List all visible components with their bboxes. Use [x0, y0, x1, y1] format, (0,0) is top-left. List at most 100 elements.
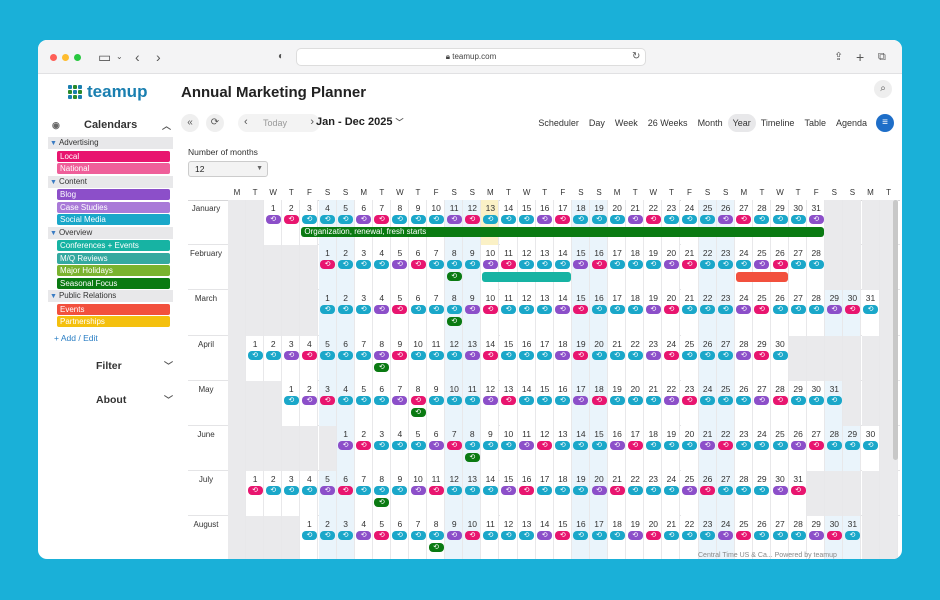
day-number[interactable]: 10 — [413, 474, 423, 485]
day-number[interactable]: 7 — [433, 293, 439, 304]
event-chip[interactable]: ⟲ — [682, 395, 697, 405]
event-chip[interactable]: ⟲ — [645, 441, 661, 450]
event-chip[interactable]: ⟲ — [736, 531, 752, 541]
day-number[interactable]: 8 — [451, 248, 457, 259]
event-chip[interactable]: ⟲ — [301, 215, 317, 224]
day-number[interactable]: 22 — [666, 383, 677, 394]
event-chip[interactable]: ⟲ — [301, 350, 317, 360]
day-number[interactable]: 5 — [397, 293, 403, 304]
day-number[interactable]: 24 — [702, 383, 713, 394]
day-number[interactable]: 4 — [343, 383, 348, 394]
event-chip[interactable]: ⟲ — [501, 215, 516, 224]
day-number[interactable]: 20 — [630, 383, 640, 394]
event-chip[interactable]: ⟲ — [356, 441, 372, 450]
calendar-group[interactable]: ▼ Public Relations — [48, 290, 173, 302]
view-table-button[interactable]: Table — [804, 118, 826, 128]
day-number[interactable]: 18 — [576, 203, 586, 213]
day-number[interactable]: 24 — [739, 293, 749, 304]
day-number[interactable]: 21 — [666, 519, 677, 530]
event-chip[interactable]: ⟲ — [627, 395, 643, 405]
event-chip[interactable]: ⟲ — [410, 407, 426, 417]
event-chip[interactable]: ⟲ — [519, 260, 535, 270]
event-chip[interactable]: ⟲ — [301, 486, 317, 496]
day-number[interactable]: 12 — [449, 338, 459, 349]
event-chip[interactable]: ⟲ — [573, 486, 589, 496]
event-chip[interactable]: ⟲ — [537, 215, 553, 224]
event-chip[interactable]: ⟲ — [265, 350, 281, 360]
calendar-item[interactable]: Local — [57, 150, 170, 162]
day-number[interactable]: 22 — [630, 338, 640, 349]
day-number[interactable]: 18 — [630, 293, 640, 304]
event-chip[interactable]: ⟲ — [537, 441, 553, 450]
event-chip[interactable]: ⟲ — [283, 486, 299, 496]
event-chip[interactable]: ⟲ — [609, 260, 625, 270]
day-number[interactable]: 1 — [307, 519, 312, 530]
day-number[interactable]: 7 — [433, 248, 439, 259]
day-number[interactable]: 19 — [648, 248, 659, 259]
day-number[interactable]: 27 — [720, 338, 731, 349]
day-number[interactable]: 27 — [793, 293, 803, 304]
event-chip[interactable]: ⟲ — [682, 305, 697, 315]
day-number[interactable]: 6 — [433, 429, 439, 439]
day-number[interactable]: 28 — [793, 519, 803, 530]
day-number[interactable]: 9 — [397, 338, 403, 349]
event-chip[interactable]: ⟲ — [464, 305, 480, 315]
event-chip[interactable]: ⟲ — [609, 486, 625, 496]
event-chip[interactable]: ⟲ — [718, 215, 734, 224]
day-number[interactable]: 29 — [811, 519, 821, 530]
day-number[interactable]: 1 — [270, 203, 276, 213]
event-chip[interactable]: ⟲ — [338, 486, 354, 496]
event-chip[interactable]: ⟲ — [428, 441, 444, 450]
months-count-select[interactable]: 12 ▼ — [188, 161, 268, 177]
day-number[interactable]: 27 — [739, 203, 749, 213]
search-button[interactable]: ⌕ — [874, 80, 892, 98]
day-number[interactable]: 19 — [630, 519, 640, 530]
event-chip[interactable]: ⟲ — [501, 305, 516, 315]
day-number[interactable]: 16 — [594, 293, 604, 304]
event-chip[interactable]: ⟲ — [464, 260, 480, 270]
event-chip[interactable]: ⟲ — [645, 531, 661, 541]
event-chip[interactable]: ⟲ — [754, 441, 770, 450]
day-number[interactable]: 26 — [793, 429, 803, 439]
event-chip[interactable]: ⟲ — [428, 531, 444, 541]
day-number[interactable]: 20 — [594, 338, 604, 349]
event-chip[interactable]: ⟲ — [754, 350, 770, 360]
day-number[interactable]: 24 — [666, 338, 677, 349]
day-number[interactable]: 14 — [558, 248, 568, 259]
day-number[interactable]: 4 — [307, 474, 312, 485]
event-chip[interactable]: ⟲ — [428, 350, 444, 360]
day-number[interactable]: 15 — [576, 248, 586, 259]
event-chip[interactable]: ⟲ — [573, 350, 589, 360]
event-chip[interactable]: ⟲ — [356, 486, 372, 496]
day-number[interactable]: 17 — [612, 248, 622, 259]
next-period-button[interactable]: › — [310, 116, 314, 128]
day-number[interactable]: 2 — [270, 474, 276, 485]
day-number[interactable]: 15 — [539, 383, 550, 394]
day-number[interactable]: 18 — [558, 338, 568, 349]
calendar-item[interactable]: Events — [57, 303, 170, 315]
day-number[interactable]: 10 — [413, 338, 423, 349]
event-chip[interactable]: ⟲ — [320, 305, 335, 315]
day-number[interactable]: 2 — [288, 203, 294, 213]
day-number[interactable]: 21 — [684, 293, 695, 304]
event-chip[interactable]: ⟲ — [482, 305, 498, 315]
event-chip[interactable]: ⟲ — [283, 395, 299, 405]
event-chip[interactable]: ⟲ — [663, 350, 679, 360]
day-number[interactable]: 8 — [379, 474, 385, 485]
day-number[interactable]: 18 — [594, 383, 604, 394]
event-chip[interactable]: ⟲ — [428, 305, 444, 315]
day-number[interactable]: 25 — [720, 383, 731, 394]
event-chip[interactable]: ⟲ — [736, 305, 752, 315]
day-number[interactable]: 18 — [648, 429, 659, 439]
day-number[interactable]: 29 — [847, 429, 858, 439]
day-number[interactable]: 11 — [485, 519, 495, 530]
day-number[interactable]: 13 — [485, 203, 496, 213]
event-chip[interactable]: ⟲ — [464, 531, 480, 541]
event-chip[interactable]: ⟲ — [609, 350, 625, 360]
day-number[interactable]: 25 — [684, 338, 695, 349]
event-chip[interactable]: ⟲ — [338, 260, 354, 270]
day-number[interactable]: 22 — [720, 429, 731, 439]
event-chip[interactable]: ⟲ — [826, 441, 842, 450]
day-number[interactable]: 14 — [503, 203, 514, 213]
day-number[interactable]: 12 — [467, 203, 478, 213]
